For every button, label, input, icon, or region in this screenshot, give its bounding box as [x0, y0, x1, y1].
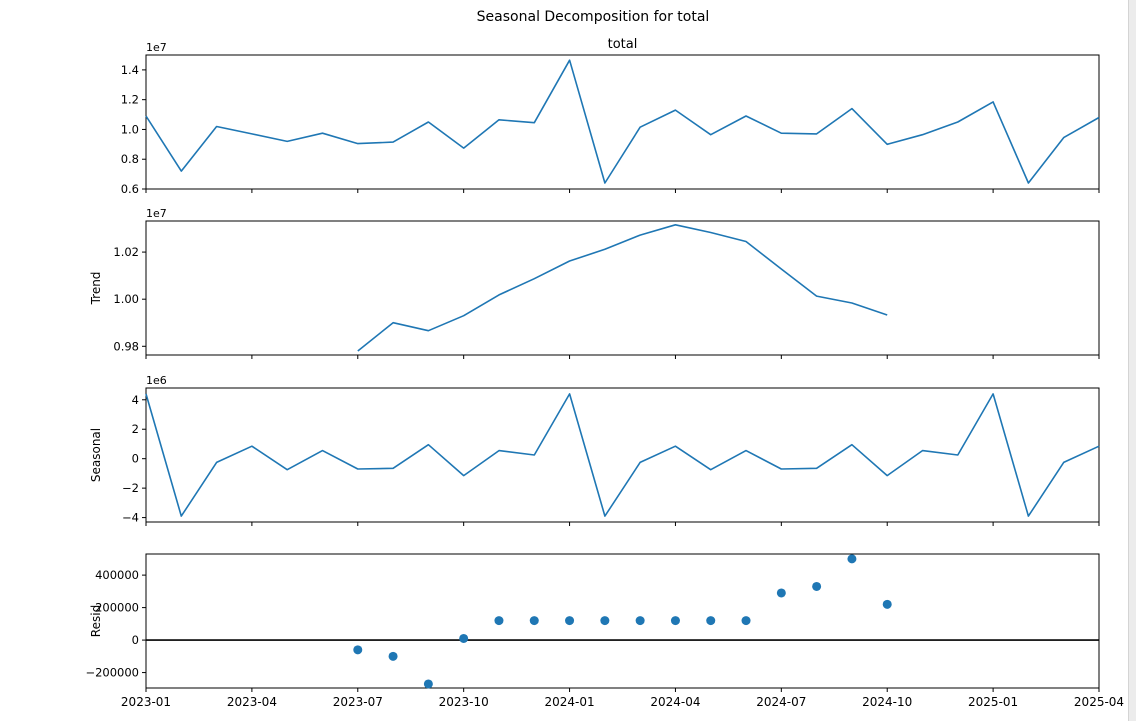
- resid-point: [741, 616, 751, 626]
- y-tick-label: 0.98: [113, 339, 139, 353]
- panel-title: total: [608, 37, 638, 52]
- resid-point: [600, 616, 610, 626]
- resid-point: [882, 599, 892, 609]
- x-tick-label: 2024-04: [650, 695, 700, 709]
- x-tick-label: 2024-07: [756, 695, 806, 709]
- axes-frame-2: [145, 220, 1100, 356]
- resid-point: [776, 588, 786, 598]
- y-tick-label: 0: [132, 452, 139, 466]
- y-tick-label: 1.2: [121, 93, 139, 107]
- x-tick-label: 2023-07: [333, 695, 383, 709]
- x-tick-label: 2025-04: [1074, 695, 1124, 709]
- axes-frame-3: [145, 387, 1100, 523]
- axes-frame-4: [145, 553, 1100, 689]
- y-tick-label: 400000: [95, 568, 139, 582]
- series-line-trend: [357, 224, 888, 352]
- y-axis-label: Seasonal: [89, 428, 103, 482]
- resid-point: [635, 616, 645, 626]
- y-tick-label: 2: [132, 422, 139, 436]
- x-tick-label: 2023-10: [439, 695, 489, 709]
- scale-offset-label: 1e7: [146, 41, 167, 54]
- y-tick-label: 4: [132, 393, 139, 407]
- series-line-total: [145, 59, 1100, 184]
- window-scrollbar[interactable]: [1128, 0, 1136, 721]
- y-axis-label: Resid: [89, 605, 103, 637]
- y-tick-label: −2: [122, 481, 139, 495]
- resid-point: [459, 633, 469, 643]
- y-tick-label: 1.0: [121, 122, 139, 136]
- resid-point: [353, 645, 363, 655]
- resid-point: [670, 616, 680, 626]
- x-tick-label: 2023-01: [121, 695, 171, 709]
- axes-frame-1: [145, 54, 1100, 190]
- figure-title: Seasonal Decomposition for total: [477, 9, 710, 25]
- resid-point: [565, 616, 575, 626]
- resid-point: [423, 679, 433, 689]
- x-tick-label: 2024-10: [862, 695, 912, 709]
- x-tick-label: 2024-01: [544, 695, 594, 709]
- x-tick-label: 2025-01: [968, 695, 1018, 709]
- resid-point: [529, 616, 539, 626]
- resid-point: [494, 616, 504, 626]
- y-tick-label: −200000: [85, 666, 139, 680]
- resid-point: [388, 651, 398, 661]
- y-tick-label: 0.6: [121, 182, 139, 196]
- y-tick-label: 1.00: [113, 292, 139, 306]
- y-tick-label: −4: [122, 511, 139, 525]
- scale-offset-label: 1e7: [146, 207, 167, 220]
- resid-point: [847, 554, 857, 564]
- scale-offset-label: 1e6: [146, 374, 167, 387]
- x-tick-label: 2023-04: [227, 695, 277, 709]
- y-tick-label: 1.02: [113, 245, 139, 259]
- panels: total 1e7 0.6 0.8 1.0 1.2 1.4 1e7 Trend 0.98 1.00 1…: [85, 37, 1124, 709]
- series-line-seasonal: [145, 393, 1100, 517]
- y-tick-label: 1.4: [121, 63, 139, 77]
- resid-point: [706, 616, 716, 626]
- y-tick-label: 0.8: [121, 152, 139, 166]
- y-axis-label: Trend: [89, 272, 103, 306]
- y-tick-label: 0: [132, 633, 139, 647]
- resid-point: [812, 581, 822, 591]
- y-tick-label: 200000: [95, 601, 139, 615]
